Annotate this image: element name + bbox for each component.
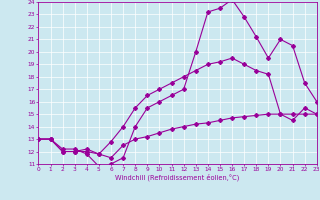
X-axis label: Windchill (Refroidissement éolien,°C): Windchill (Refroidissement éolien,°C) [116,174,240,181]
